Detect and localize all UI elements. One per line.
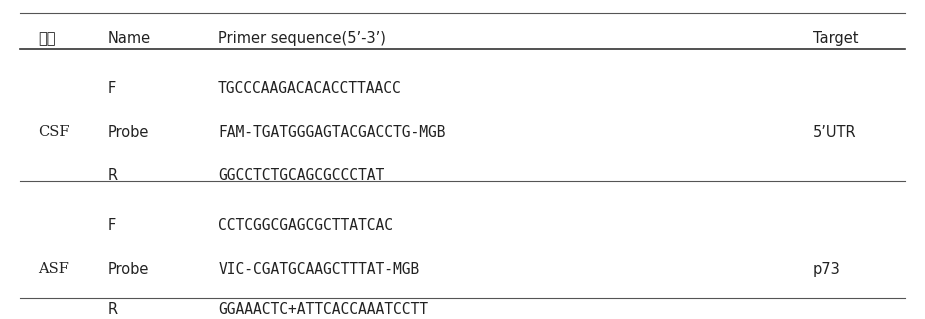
Text: R: R: [107, 168, 117, 183]
Text: Probe: Probe: [107, 262, 149, 277]
Text: Primer sequence(5’-3’): Primer sequence(5’-3’): [218, 31, 386, 46]
Text: Name: Name: [107, 31, 151, 46]
Text: 5’UTR: 5’UTR: [813, 125, 857, 140]
Text: F: F: [107, 218, 116, 233]
Text: TGCCCAAGACACACCTTAACC: TGCCCAAGACACACCTTAACC: [218, 81, 401, 96]
Text: 질병: 질병: [38, 32, 56, 46]
Text: p73: p73: [813, 262, 841, 277]
Text: GGAAACTC+ATTCACCAAATCCTT: GGAAACTC+ATTCACCAAATCCTT: [218, 302, 428, 317]
Text: Target: Target: [813, 31, 858, 46]
Text: R: R: [107, 302, 117, 317]
Text: Probe: Probe: [107, 125, 149, 140]
Text: GGCCTCTGCAGCGCCCTAT: GGCCTCTGCAGCGCCCTAT: [218, 168, 385, 183]
Text: FAM-TGATGGGAGTACGACCTG-MGB: FAM-TGATGGGAGTACGACCTG-MGB: [218, 125, 446, 140]
Text: ASF: ASF: [38, 262, 69, 276]
Text: CSF: CSF: [38, 125, 69, 139]
Text: VIC-CGATGCAAGCTTTAT-MGB: VIC-CGATGCAAGCTTTAT-MGB: [218, 262, 419, 277]
Text: F: F: [107, 81, 116, 96]
Text: CCTCGGCGAGCGCTTATCAC: CCTCGGCGAGCGCTTATCAC: [218, 218, 393, 233]
